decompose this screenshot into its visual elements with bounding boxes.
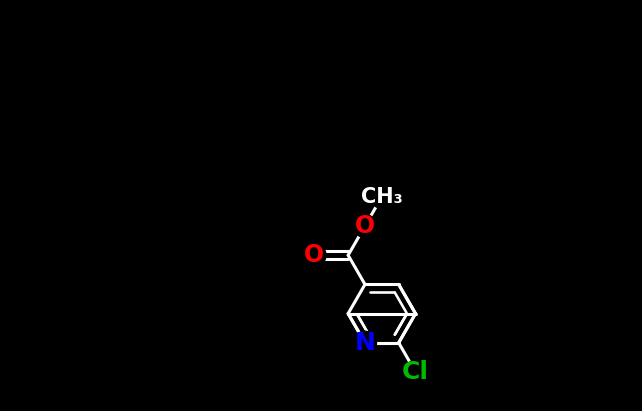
Text: O: O — [304, 243, 324, 267]
Circle shape — [404, 360, 427, 383]
Text: CH₃: CH₃ — [361, 187, 403, 207]
Circle shape — [354, 215, 376, 238]
Circle shape — [303, 244, 326, 267]
Text: N: N — [354, 331, 376, 355]
Text: O: O — [355, 214, 375, 238]
Circle shape — [354, 331, 376, 354]
Text: Cl: Cl — [402, 360, 429, 384]
Circle shape — [370, 185, 394, 208]
